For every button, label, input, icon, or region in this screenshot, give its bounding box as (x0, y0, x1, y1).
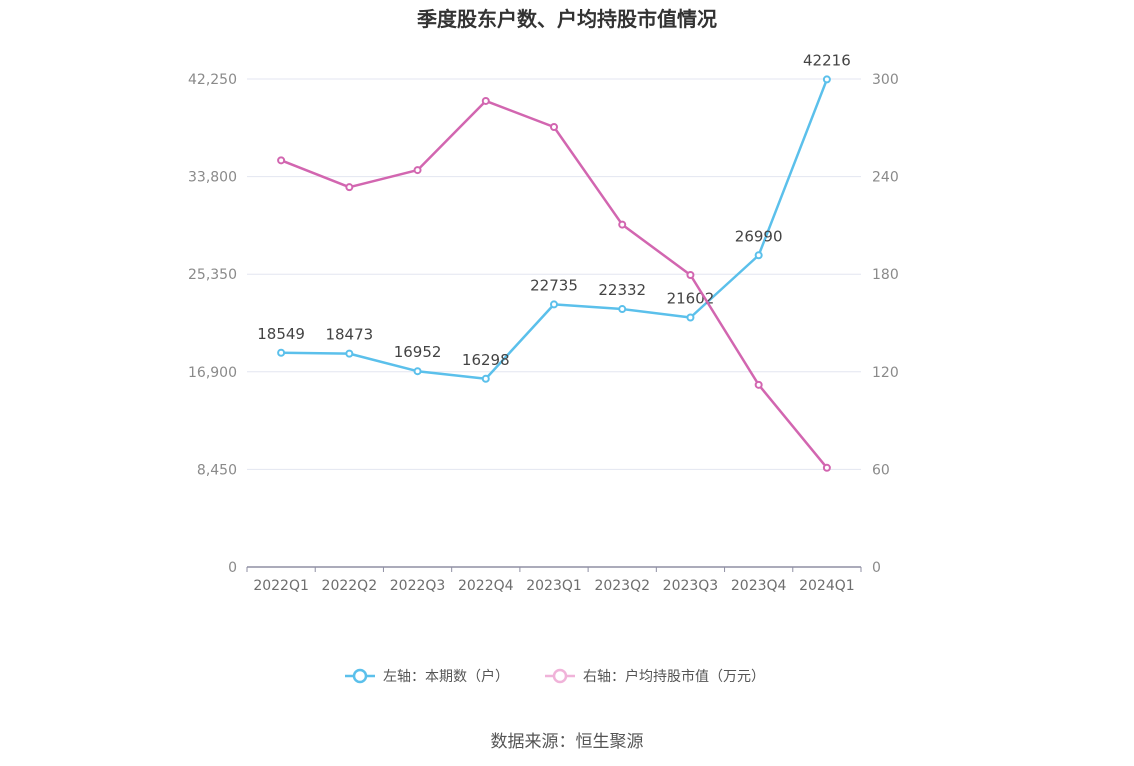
left-axis-tick-label: 8,450 (197, 462, 237, 478)
x-axis-tick-label: 2024Q1 (799, 578, 855, 594)
x-axis-tick-label: 2023Q4 (731, 578, 787, 594)
data-point (618, 305, 627, 314)
data-point (550, 300, 558, 309)
data-label: 21602 (667, 289, 715, 307)
grid (247, 78, 861, 470)
data-point (345, 349, 354, 358)
right-axis-tick-label: 180 (872, 267, 899, 283)
data-point (686, 271, 695, 280)
data-point (822, 75, 831, 84)
legend-label: 左轴：本期数（户） (383, 668, 509, 685)
x-axis-tick-label: 2023Q1 (526, 578, 582, 594)
left-axis-tick-label: 0 (228, 560, 237, 576)
right-axis-tick-label: 0 (872, 560, 881, 576)
right-axis-tick-label: 60 (872, 462, 890, 478)
data-label: 16298 (462, 351, 510, 369)
x-axis-tick-label: 2023Q2 (594, 578, 650, 594)
data-point (277, 156, 286, 165)
data-point (413, 367, 422, 376)
chart-title: 季度股东户数、户均持股市值情况 (416, 7, 717, 31)
data-point (345, 183, 354, 192)
x-axis-tick-label: 2022Q4 (458, 578, 514, 594)
data-point (481, 374, 490, 383)
data-point (481, 96, 490, 105)
series: 18549 18473 16952 16298 22735 22332 21602 26990… (257, 51, 851, 472)
right-axis-tick-label: 120 (872, 365, 899, 381)
data-label: 18549 (257, 325, 305, 343)
legend-item-1[interactable]: 右轴：户均持股市值（万元） (545, 668, 765, 685)
left-axis-tick-label: 25,350 (188, 267, 237, 283)
data-point (754, 380, 763, 389)
x-axis-tick-label: 2022Q1 (253, 578, 309, 594)
data-label: 18473 (325, 326, 373, 344)
data-label: 26990 (735, 227, 783, 245)
data-point (754, 251, 763, 260)
data-label: 22332 (598, 281, 646, 299)
data-point (550, 122, 558, 131)
data-point (277, 348, 286, 357)
left-axis-tick-label: 33,800 (188, 170, 237, 186)
legend-label: 右轴：户均持股市值（万元） (583, 668, 765, 685)
x-axis-tick-label: 2022Q2 (322, 578, 378, 594)
right-axis-tick-label: 240 (872, 170, 899, 186)
data-point (618, 220, 627, 229)
data-label: 22735 (530, 276, 578, 294)
legend-item-0[interactable]: 左轴：本期数（户） (345, 668, 509, 685)
left-axis-tick-label: 16,900 (188, 365, 237, 381)
right-axis-tick-label: 300 (872, 72, 899, 88)
legend-marker (352, 668, 368, 684)
data-label: 42216 (803, 51, 851, 69)
data-point (822, 463, 831, 472)
data-label: 16952 (394, 343, 442, 361)
axes: 0 8,450 16,900 25,350 33,800 42,250 0 60 120 180 2… (188, 72, 899, 594)
data-source: 数据来源：恒生聚源 (491, 732, 644, 752)
legend[interactable]: 左轴：本期数（户） 右轴：户均持股市值（万元） (345, 668, 765, 685)
data-point (413, 166, 422, 175)
data-point (686, 313, 695, 322)
left-axis-tick-label: 42,250 (188, 72, 237, 88)
legend-marker (552, 668, 568, 684)
x-axis-tick-label: 2023Q3 (663, 578, 719, 594)
x-axis-tick-label: 2022Q3 (390, 578, 446, 594)
